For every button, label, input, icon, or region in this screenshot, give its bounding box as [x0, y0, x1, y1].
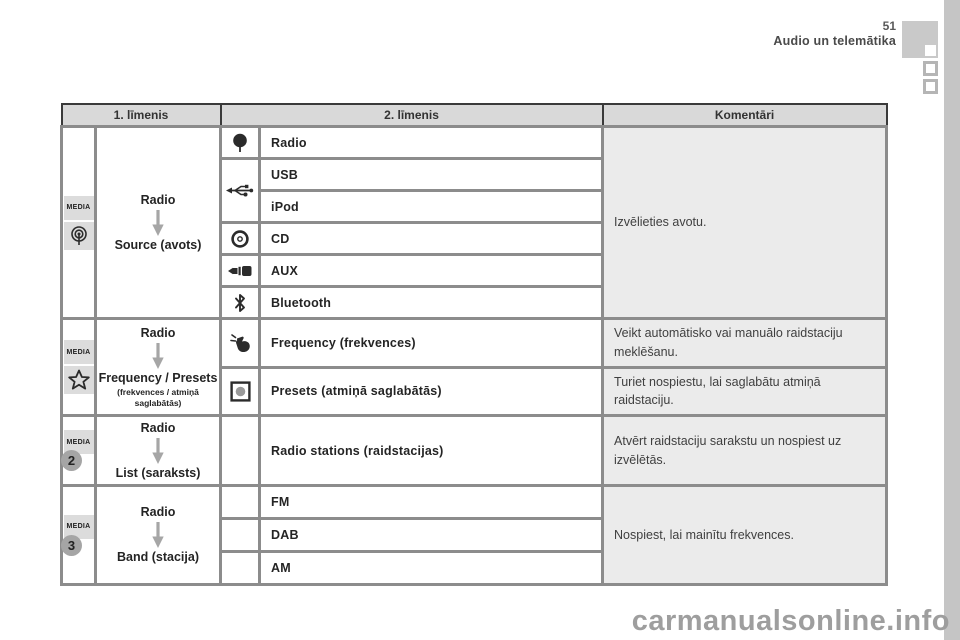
- table-row: Presets (atmiņā saglabātās) Turiet nospi…: [62, 365, 889, 417]
- media-button-label: MEDIA: [66, 348, 91, 356]
- level2-label: DAB: [258, 517, 605, 553]
- level1-path-cell: Radio Frequency / Presets (frekvences / …: [93, 317, 223, 417]
- bluetooth-icon: [235, 293, 245, 312]
- table-row: MEDIA Radio Frequency / Presets (frekven…: [60, 317, 889, 417]
- level2-label: Presets (atmiņā saglabātās): [258, 365, 605, 417]
- table-row: MEDIA 2 Radio List (saraksts) Radio stat…: [60, 414, 889, 487]
- media-button-cell: MEDIA: [60, 317, 97, 417]
- number-badge: 3: [61, 534, 82, 556]
- path-top-label: Radio: [140, 192, 176, 207]
- comment-cell: Turiet nospiestu, lai saglabātu atmiņā r…: [601, 365, 889, 417]
- media-button: MEDIA: [63, 340, 94, 364]
- path-top-label: Radio: [140, 420, 176, 435]
- row-icon-cell: [219, 157, 262, 224]
- path-top-label: Radio: [140, 505, 176, 519]
- level1-path-cell: Radio Source (avots): [93, 125, 223, 320]
- path-bottom-label: Band (stacija): [117, 550, 199, 564]
- media-button-group: MEDIA: [63, 195, 94, 250]
- row-icon-cell: [219, 125, 262, 160]
- path-top-label: Radio: [140, 326, 176, 341]
- row-icon-cell: [219, 365, 262, 417]
- table-row: iPod: [62, 189, 887, 224]
- level1-path-cell: Radio List (saraksts): [93, 414, 223, 487]
- row-icon-cell: [219, 253, 262, 288]
- command-table-wrap: 1. līmenis 2. līmenis Komentāri MEDIA: [60, 103, 889, 586]
- table-row: USB: [62, 157, 887, 224]
- number-badge: 2: [61, 450, 82, 471]
- down-arrow-icon: [152, 209, 164, 236]
- col-header-level2: 2. līmenis: [219, 103, 604, 128]
- page-header: 51 Audio un telemātika: [773, 19, 896, 48]
- table-row: MEDIA Radio Source (avots): [60, 125, 889, 320]
- level2-label: AUX: [258, 253, 605, 288]
- table-row: CD: [62, 221, 887, 256]
- level2-label: Frequency (frekvences): [258, 317, 605, 369]
- down-arrow-icon: [152, 343, 164, 370]
- media-button-cell: MEDIA 2: [60, 414, 97, 487]
- corner-tab-marker: [902, 21, 938, 58]
- command-matrix-table: 1. līmenis 2. līmenis Komentāri MEDIA: [60, 103, 889, 586]
- aux-jack-icon: [228, 265, 252, 276]
- table-row: Bluetooth: [62, 285, 887, 320]
- level2-label: USB: [258, 157, 605, 192]
- path-bottom-label: Frequency / Presets: [98, 371, 218, 386]
- corner-tab-small-2: [923, 79, 938, 94]
- corner-tab-small-1: [923, 61, 938, 76]
- cd-icon: [231, 229, 249, 248]
- level1-path-cell: Radio Band (stacija): [93, 484, 223, 586]
- row-icon-cell: [219, 317, 262, 369]
- table-row: AUX: [62, 253, 887, 288]
- comment-cell: Atvērt raidstaciju sarakstu un nospiest …: [601, 414, 889, 487]
- media-button-cell: MEDIA 3: [60, 484, 97, 586]
- media-button-label: MEDIA: [66, 204, 91, 211]
- page-edge-bar: [944, 0, 960, 640]
- radio-source-icon: [63, 221, 94, 250]
- path-bottom-label: Source (avots): [114, 237, 202, 252]
- media-button: MEDIA: [63, 195, 94, 220]
- comment-cell: Izvēlieties avotu.: [601, 125, 889, 320]
- comment-cell: Nospiest, lai mainītu frekvences.: [601, 484, 889, 586]
- level2-label: FM: [258, 484, 605, 520]
- watermark: carmanualsonline.info: [631, 605, 950, 637]
- level2-label: Bluetooth: [258, 285, 605, 320]
- path-note-label: (frekvences / atmiņā saglabātās): [117, 387, 199, 408]
- level2-label: Radio stations (raidstacijas): [258, 414, 605, 487]
- corner-tab-notch: [925, 45, 936, 56]
- media-button-cell: MEDIA: [60, 125, 97, 320]
- media-button-group: MEDIA 2: [61, 430, 94, 471]
- level2-label: Radio: [258, 125, 605, 160]
- media-button-label: MEDIA: [66, 523, 91, 530]
- level2-label: AM: [258, 550, 605, 586]
- hand-press-icon: [229, 333, 250, 352]
- media-button-label: MEDIA: [66, 438, 91, 446]
- section-title: Audio un telemātika: [773, 33, 896, 48]
- star-icon: [63, 366, 94, 394]
- down-arrow-icon: [152, 437, 164, 464]
- usb-icon: [226, 184, 254, 197]
- preset-button-icon: [229, 381, 251, 402]
- media-button-group: MEDIA 3: [61, 514, 94, 556]
- path-bottom-label: List (saraksts): [115, 465, 201, 480]
- row-icon-cell: [219, 550, 262, 586]
- table-row: DAB: [62, 517, 887, 553]
- comment-cell: Veikt automātisko vai manuālo raidstacij…: [601, 317, 889, 369]
- table-row: MEDIA 3 Radio Band (stacija) FM Nospiest…: [60, 484, 889, 586]
- page-number: 51: [882, 19, 896, 33]
- down-arrow-icon: [152, 522, 164, 548]
- row-icon-cell: [219, 414, 262, 487]
- radio-broadcast-icon: [233, 133, 247, 152]
- row-icon-cell: [219, 221, 262, 256]
- row-icon-cell: [219, 285, 262, 320]
- col-header-comments: Komentāri: [601, 103, 888, 128]
- media-button-group: MEDIA: [63, 340, 94, 394]
- level2-label: iPod: [258, 189, 605, 224]
- table-row: AM: [62, 550, 887, 586]
- row-icon-cell: [219, 484, 262, 520]
- col-header-level1: 1. līmenis: [60, 103, 222, 128]
- level2-label: CD: [258, 221, 605, 256]
- row-icon-cell: [219, 517, 262, 553]
